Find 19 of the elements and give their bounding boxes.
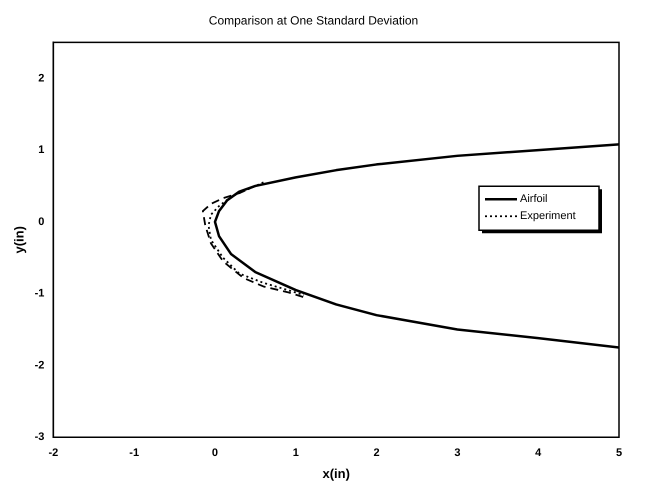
x-tick-label: -2 xyxy=(48,446,58,459)
y-tick-label: -3 xyxy=(34,431,44,444)
x-tick-label: 0 xyxy=(212,446,218,459)
x-tick-label: 4 xyxy=(535,446,542,459)
x-tick-label: 2 xyxy=(374,446,380,459)
y-tick-label: 1 xyxy=(38,144,44,156)
legend-label: Airfoil xyxy=(520,193,548,206)
y-tick-label: 0 xyxy=(38,216,44,228)
x-tick-label: 3 xyxy=(454,446,460,459)
x-tick-label: 5 xyxy=(616,446,622,459)
y-axis-title: y(in) xyxy=(11,226,26,254)
x-axis-title: x(in) xyxy=(322,466,350,481)
y-tick-label: 2 xyxy=(38,72,44,84)
legend-label: Experiment xyxy=(520,210,576,222)
x-tick-label: -1 xyxy=(129,446,140,459)
chart-title: Comparison at One Standard Deviation xyxy=(208,14,418,28)
y-tick-label: -2 xyxy=(34,359,44,372)
y-tick-label: -1 xyxy=(34,288,44,300)
x-tick-label: 1 xyxy=(292,446,299,459)
